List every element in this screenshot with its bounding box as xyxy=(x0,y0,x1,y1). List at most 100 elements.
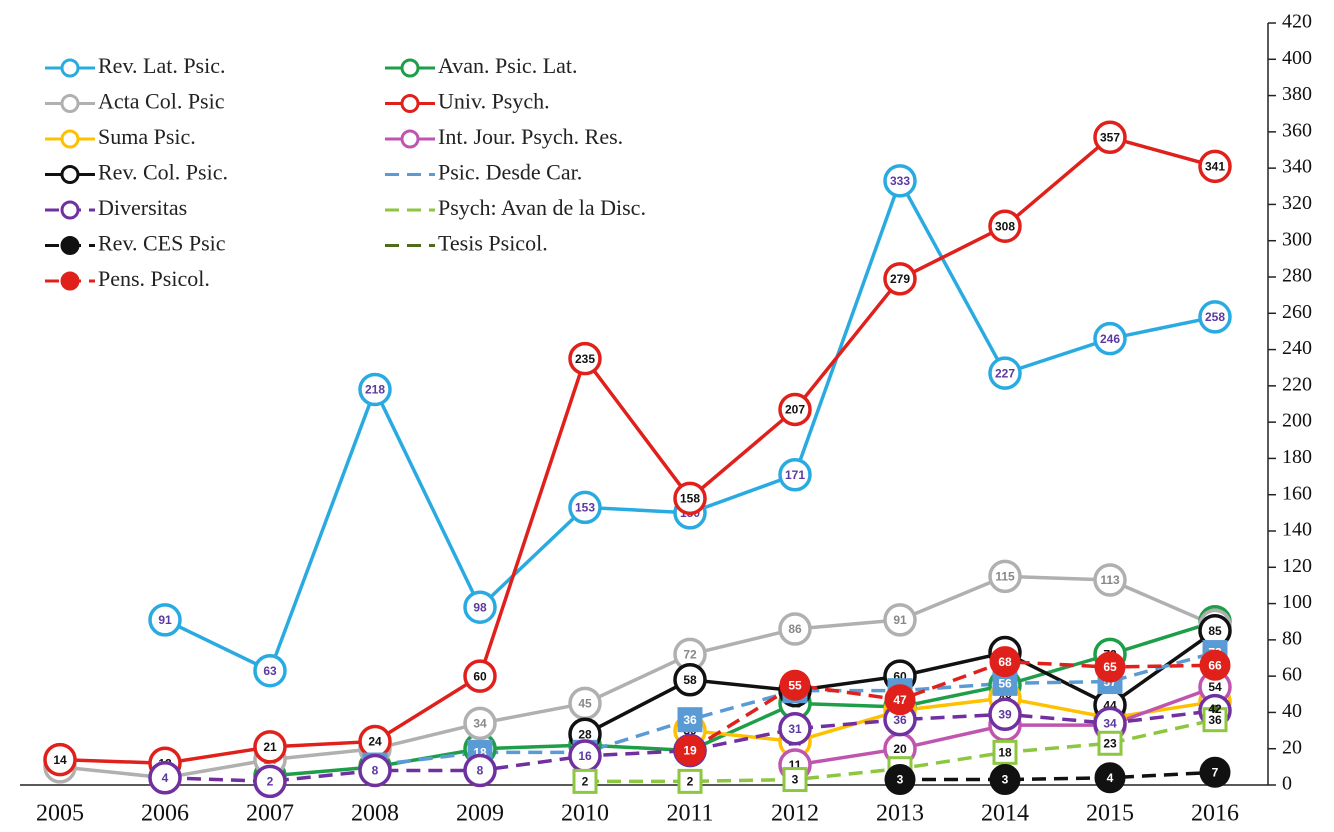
x-tick-label: 2009 xyxy=(456,801,504,827)
x-tick-label: 2005 xyxy=(36,801,84,827)
value-label: 34 xyxy=(473,716,487,730)
point-marker xyxy=(253,764,287,799)
value-label: 218 xyxy=(365,383,385,397)
legend-marker xyxy=(60,165,80,184)
x-tick-label: 2016 xyxy=(1191,801,1239,827)
legend-marker xyxy=(60,271,80,291)
value-label: 65 xyxy=(1103,660,1117,674)
y-tick-label: 280 xyxy=(1282,265,1312,287)
value-label: 54 xyxy=(1208,680,1222,694)
value-label: 21 xyxy=(263,740,277,754)
x-tick-label: 2014 xyxy=(981,801,1029,827)
point-marker xyxy=(148,603,182,637)
value-label: 86 xyxy=(788,622,802,636)
value-label: 227 xyxy=(995,366,1015,380)
value-label: 113 xyxy=(1100,573,1120,587)
value-label: 42 xyxy=(1208,702,1222,716)
value-label: 8 xyxy=(477,764,484,778)
value-label: 19 xyxy=(683,744,697,758)
value-label: 36 xyxy=(1208,713,1222,727)
point-marker xyxy=(673,663,707,697)
y-tick-label: 260 xyxy=(1282,301,1312,323)
value-label: 66 xyxy=(1208,658,1222,672)
point-marker xyxy=(988,559,1022,594)
series-line xyxy=(164,176,1216,674)
y-tick-label: 240 xyxy=(1282,337,1312,359)
value-label: 333 xyxy=(890,174,910,188)
series-line xyxy=(59,135,1216,765)
x-tick-label: 2007 xyxy=(246,801,294,827)
point-marker xyxy=(1094,762,1126,794)
point-marker xyxy=(253,653,287,688)
legend-label: Univ. Psych. xyxy=(438,89,550,114)
point-marker xyxy=(778,712,812,746)
value-label: 3 xyxy=(1002,773,1009,787)
point-marker xyxy=(1094,651,1126,683)
y-tick-label: 400 xyxy=(1282,47,1312,69)
point-marker xyxy=(1093,563,1127,597)
y-tick-label: 20 xyxy=(1282,736,1302,758)
value-label: 36 xyxy=(893,713,907,727)
value-label: 20 xyxy=(893,742,907,756)
y-tick-label: 180 xyxy=(1282,446,1312,468)
legend-label: Avan. Psic. Lat. xyxy=(438,53,578,78)
value-label: 23 xyxy=(1103,736,1117,750)
y-tick-label: 40 xyxy=(1282,700,1302,722)
point-marker xyxy=(988,356,1022,390)
point-marker xyxy=(1198,149,1232,184)
value-label: 279 xyxy=(890,272,910,286)
legend-label: Rev. Col. Psic. xyxy=(98,160,228,185)
value-label: 45 xyxy=(578,697,592,711)
legend-marker xyxy=(60,94,80,113)
value-label: 60 xyxy=(473,669,487,683)
value-label: 24 xyxy=(368,735,382,749)
legend-label: Pens. Psicol. xyxy=(98,266,210,291)
value-label: 63 xyxy=(263,664,277,678)
value-label: 2 xyxy=(267,775,274,789)
value-label: 2 xyxy=(687,775,694,789)
value-label: 258 xyxy=(1205,310,1225,324)
value-label: 68 xyxy=(998,655,1012,669)
legend-label: Int. Jour. Psych. Res. xyxy=(438,124,623,149)
value-label: 39 xyxy=(998,707,1012,721)
value-label: 18 xyxy=(998,746,1012,760)
x-tick-label: 2012 xyxy=(771,801,819,827)
value-label: 34 xyxy=(1103,716,1117,730)
value-label: 3 xyxy=(792,773,799,787)
point-marker xyxy=(884,764,916,796)
legend-label: Psic. Desde Car. xyxy=(438,160,582,185)
y-tick-label: 80 xyxy=(1282,627,1302,649)
series-line xyxy=(59,574,1216,780)
point-marker xyxy=(883,262,917,296)
legend-label: Tesis Psicol. xyxy=(438,231,548,256)
y-tick-label: 120 xyxy=(1282,555,1312,577)
legend-label: Acta Col. Psic xyxy=(98,89,225,114)
value-label: 153 xyxy=(575,501,595,515)
y-tick-label: 360 xyxy=(1282,119,1312,141)
legend-marker xyxy=(60,200,80,220)
value-label: 357 xyxy=(1100,130,1120,144)
y-tick-label: 100 xyxy=(1282,591,1312,613)
legend-marker xyxy=(60,58,80,78)
value-label: 14 xyxy=(53,753,67,767)
y-tick-label: 60 xyxy=(1282,664,1302,686)
point-marker xyxy=(989,646,1021,678)
value-label: 91 xyxy=(158,613,172,627)
y-tick-label: 0 xyxy=(1282,773,1292,795)
value-label: 207 xyxy=(785,403,805,417)
value-label: 85 xyxy=(1208,624,1222,638)
value-label: 28 xyxy=(578,727,592,741)
legend-marker xyxy=(400,129,420,149)
point-marker xyxy=(778,458,812,492)
x-tick-label: 2013 xyxy=(876,801,924,827)
point-marker xyxy=(674,735,706,767)
legend-label: Rev. CES Psic xyxy=(98,231,226,256)
point-marker xyxy=(463,590,497,624)
value-label: 115 xyxy=(995,570,1015,584)
legend-marker xyxy=(400,58,420,78)
point-marker xyxy=(1093,120,1127,155)
y-tick-label: 340 xyxy=(1282,156,1312,178)
legend-label: Suma Psic. xyxy=(98,124,196,149)
point-marker xyxy=(358,753,392,788)
